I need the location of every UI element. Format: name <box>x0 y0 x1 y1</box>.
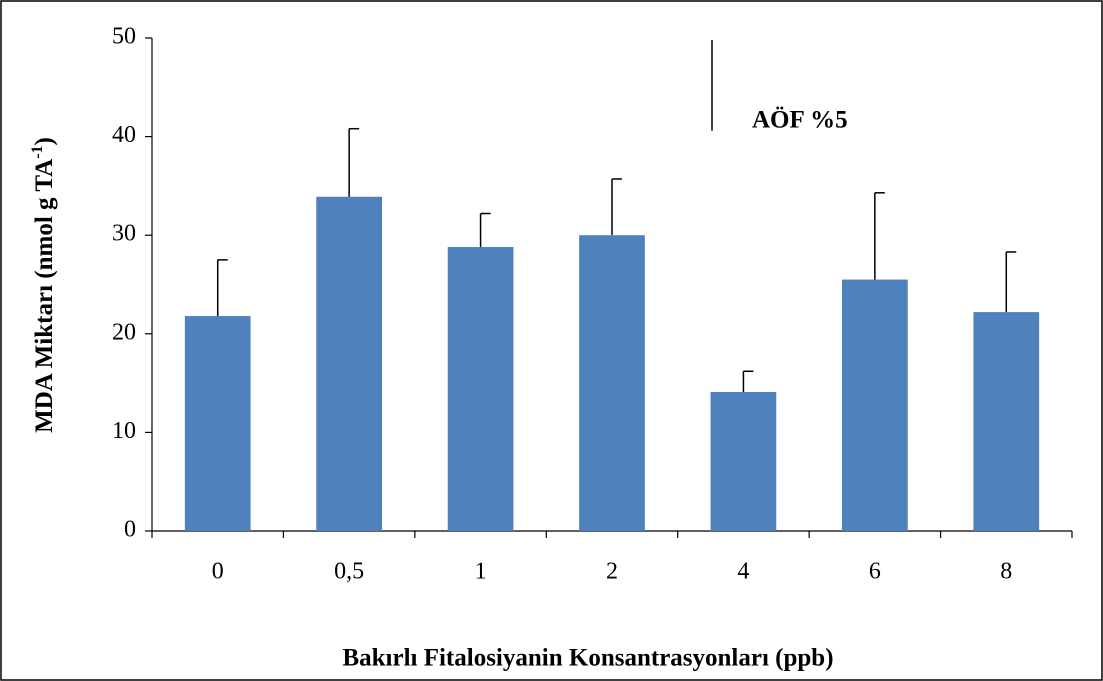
x-tick-label: 0,5 <box>334 559 364 585</box>
y-tick-label: 30 <box>112 221 136 247</box>
error-bar <box>348 127 360 197</box>
bar <box>973 312 1040 531</box>
y-label-end: ) <box>31 137 58 145</box>
error-bar <box>1005 251 1017 313</box>
bar <box>842 279 908 531</box>
x-tick-label: 2 <box>606 559 618 585</box>
error-bar <box>742 370 754 392</box>
x-tick-label: 8 <box>1000 559 1012 585</box>
error-bar <box>611 178 622 236</box>
bar <box>579 235 645 531</box>
error-bar <box>874 192 885 280</box>
bar <box>316 196 382 531</box>
x-tick-label: 4 <box>737 559 749 585</box>
y-tick-label: 40 <box>112 122 136 148</box>
bar <box>184 316 251 531</box>
y-label-main: MDA Miktarı (nmol g TA <box>31 159 58 433</box>
y-tick-label: 10 <box>112 418 136 444</box>
y-label-sup: -1 <box>29 145 46 158</box>
bar <box>447 247 514 532</box>
y-tick-label: 50 <box>112 24 136 50</box>
error-bar <box>479 212 491 248</box>
x-tick-label: 0 <box>212 559 224 585</box>
y-tick-label: 20 <box>112 319 136 345</box>
bar <box>710 391 777 531</box>
y-axis-label: MDA Miktarı (nmol g TA-1) <box>29 137 58 433</box>
lsd-label: AÖF %5 <box>752 106 848 133</box>
error-bar <box>216 259 228 317</box>
y-tick-label: 0 <box>124 517 136 543</box>
x-axis-label: Bakırlı Fitalosiyanin Konsantrasyonları … <box>342 645 833 672</box>
x-tick-label: 6 <box>869 559 881 585</box>
x-tick-label: 1 <box>475 559 487 585</box>
